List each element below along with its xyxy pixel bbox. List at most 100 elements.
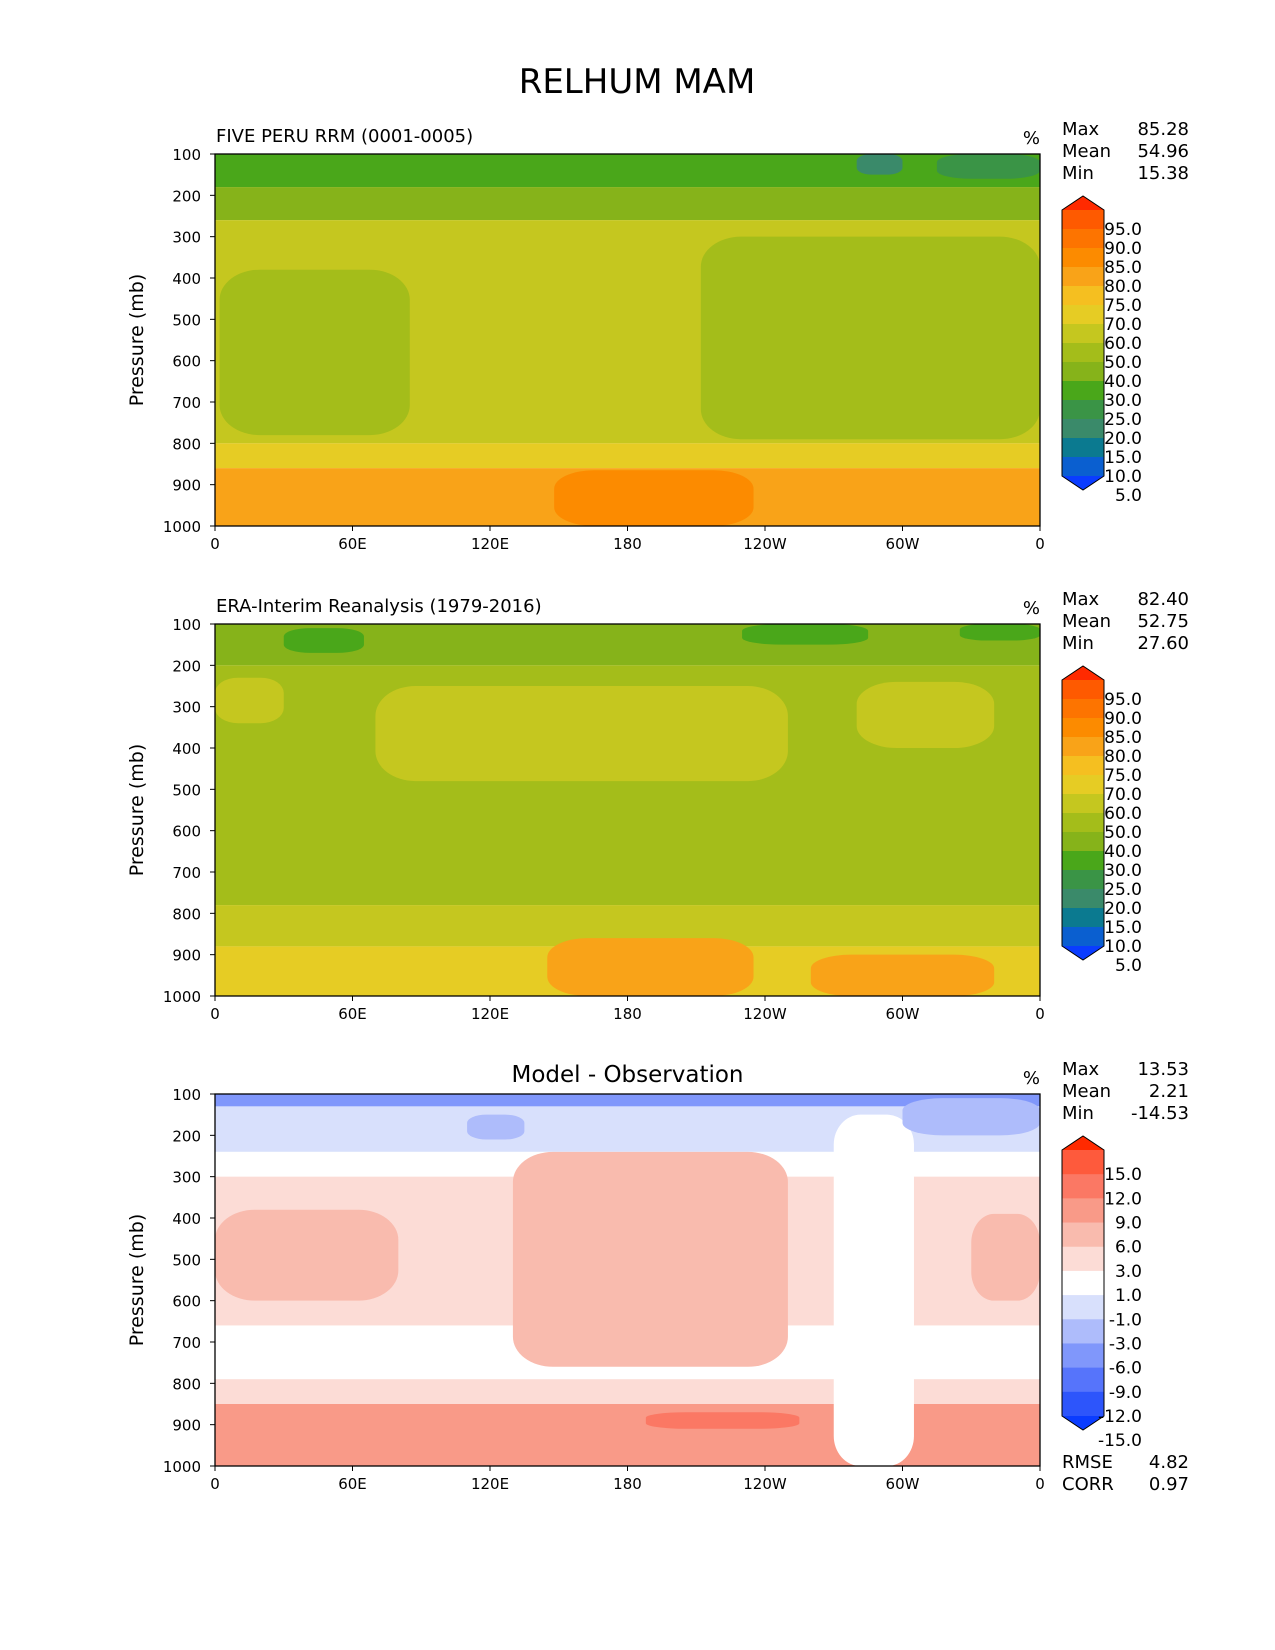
colorbar-outline [1061,665,1105,961]
y-tick-label: 900 [172,477,201,495]
contour-region [856,154,903,175]
y-tick-label: 100 [172,146,201,164]
contour-region [810,954,995,996]
stat-label: Max [1062,1059,1100,1080]
x-tick-label: 120E [471,1475,509,1493]
colorbar-segment [1062,1319,1104,1344]
y-tick-label: 800 [172,905,201,923]
y-tick-label: 900 [172,1417,201,1435]
colorbar-label: 85.0 [1104,258,1142,278]
colorbar-label: 5.0 [1115,486,1142,506]
x-tick-label: 60W [886,1475,920,1493]
stat-label: Min [1062,633,1094,654]
x-tick-label: 0 [1035,1005,1045,1023]
colorbar-segment [1062,248,1104,268]
colorbar-segment [1062,889,1104,909]
stat-value: 85.28 [1137,119,1189,140]
y-tick-label: 700 [172,1334,201,1352]
stat-label: Min [1062,163,1094,184]
colorbar-segment [1062,438,1104,458]
x-tick-label: 60E [338,1005,367,1023]
x-tick-label: 60E [338,535,367,553]
colorbar-segment [1062,229,1104,249]
stat-value: 27.60 [1137,633,1189,654]
x-tick-label: 0 [210,1005,220,1023]
colorbar-label: 40.0 [1104,372,1142,392]
colorbar-segment [1062,419,1104,439]
stat-value: 15.38 [1137,163,1189,184]
colorbar-segment [1062,1391,1104,1417]
y-axis-label: Pressure (mb) [126,274,148,407]
y-tick-label: 100 [172,1086,201,1104]
colorbar-label: 25.0 [1104,410,1142,430]
panel-title: Model - Observation [511,1062,743,1088]
contour-band [215,1379,1040,1404]
x-tick-label: 120E [471,535,509,553]
colorbar-segment [1062,305,1104,325]
colorbar-segment [1062,362,1104,382]
colorbar-label: 30.0 [1104,861,1142,881]
colorbar-label: 10.0 [1104,467,1142,487]
contour-band [215,443,1040,469]
contour-region [936,154,1040,179]
colorbar-extend-bottom [1062,1416,1104,1430]
y-tick-label: 800 [172,1375,201,1393]
y-tick-label: 900 [172,947,201,965]
contour-region [554,470,754,526]
x-tick-label: 180 [613,1475,642,1493]
units-label: % [1023,1068,1040,1089]
colorbar-segment [1062,1246,1104,1272]
x-tick-label: 120E [471,1005,509,1023]
x-tick-label: 0 [1035,1475,1045,1493]
colorbar-segment [1062,870,1104,890]
colorbar-label: -1.0 [1109,1310,1142,1330]
colorbar-segment [1062,343,1104,363]
colorbar-segment [1062,832,1104,852]
x-tick-label: 180 [613,1005,642,1023]
colorbar-label: 15.0 [1104,448,1142,468]
colorbar-label: 12.0 [1104,1189,1142,1209]
contour-region [902,1098,1040,1136]
colorbar-segment [1062,756,1104,776]
colorbar-extend-bottom [1062,946,1104,960]
colorbar-label: 50.0 [1104,823,1142,843]
units-label: % [1023,598,1040,619]
y-tick-label: 500 [172,781,201,799]
y-tick-label: 700 [172,864,201,882]
colorbar-label: 20.0 [1104,899,1142,919]
stat-value: 0.97 [1149,1474,1189,1495]
stat-label: Mean [1062,141,1111,162]
colorbar-segment [1062,699,1104,719]
stat-value: 13.53 [1137,1059,1189,1080]
colorbar-outline [1061,1135,1105,1431]
colorbar-segment [1062,1270,1104,1296]
x-tick-label: 60E [338,1475,367,1493]
colorbar-label: 60.0 [1104,804,1142,824]
colorbar-label: 75.0 [1104,766,1142,786]
stat-label: Mean [1062,611,1111,632]
units-label: % [1023,128,1040,149]
panel-1: FIVE PERU RRM (0001-0005) % 100 200 300 400 50… [126,119,1189,553]
contour-region [512,1151,788,1367]
colorbar-segment [1062,775,1104,795]
y-tick-label: 500 [172,1251,201,1269]
contour-region [547,938,754,996]
colorbar-label: 60.0 [1104,334,1142,354]
colorbar-label: 9.0 [1115,1214,1142,1234]
contour-band [215,1094,1040,1107]
colorbar-segment [1062,381,1104,401]
panel-2: ERA-Interim Reanalysis (1979-2016) % 100 20… [126,589,1189,1023]
colorbar-label: 70.0 [1104,315,1142,335]
stat-label: Min [1062,1103,1094,1124]
colorbar-segment [1062,1367,1104,1393]
contour-region [375,686,788,782]
y-tick-label: 400 [172,740,201,758]
contour-region [833,1114,914,1466]
colorbar-segment [1062,210,1104,230]
stat-label: RMSE [1062,1452,1113,1473]
panels: FIVE PERU RRM (0001-0005) % 100 200 300 400 50… [126,119,1189,1495]
colorbar: 95.090.085.080.075.070.060.050.040.030.0… [1061,665,1142,976]
contour-region [215,677,284,724]
y-tick-label: 400 [172,1210,201,1228]
colorbar-segment [1062,851,1104,871]
